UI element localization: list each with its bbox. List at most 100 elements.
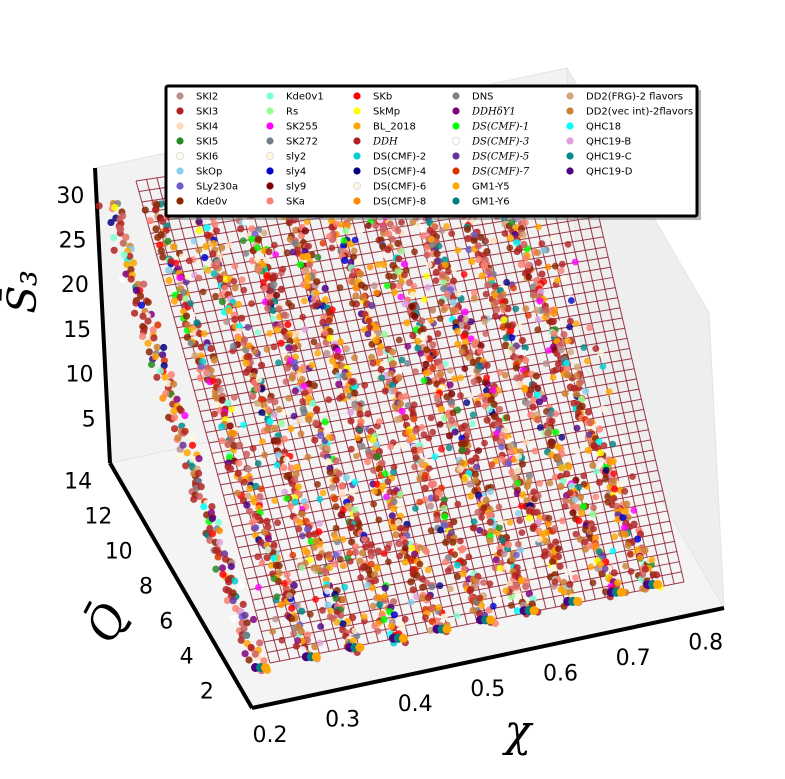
data-point (389, 261, 397, 269)
data-point (568, 297, 575, 304)
data-point (411, 248, 418, 256)
data-point (277, 339, 285, 347)
data-point (301, 389, 309, 397)
data-point (499, 536, 506, 544)
data-point (351, 389, 359, 397)
data-point (398, 247, 406, 255)
data-point (436, 315, 444, 322)
data-point (269, 306, 277, 314)
data-point (174, 434, 182, 442)
data-point (272, 251, 280, 258)
data-point (195, 455, 203, 463)
data-point (249, 392, 257, 400)
data-point (361, 381, 369, 389)
data-point (529, 595, 537, 603)
data-point (462, 338, 470, 346)
data-point (604, 493, 611, 500)
data-point (374, 261, 382, 268)
data-point (138, 332, 147, 340)
data-point (528, 600, 536, 608)
data-point (329, 357, 337, 365)
data-point (244, 323, 252, 331)
data-point (448, 230, 456, 238)
data-point (496, 369, 504, 376)
data-point (619, 514, 627, 522)
data-point (556, 320, 564, 328)
data-point (339, 620, 347, 628)
data-point (309, 399, 317, 407)
data-point (323, 349, 331, 358)
data-point (561, 502, 569, 510)
data-point (641, 546, 649, 555)
data-point (563, 360, 570, 367)
data-point (561, 389, 569, 398)
data-point (442, 538, 450, 547)
data-point (381, 470, 389, 478)
data-point (351, 478, 359, 486)
data-point (390, 611, 398, 619)
data-point (505, 460, 512, 468)
data-point (173, 395, 181, 403)
data-point (584, 446, 592, 454)
data-point (371, 622, 378, 630)
data-point (454, 327, 461, 335)
data-point (170, 297, 179, 305)
data-point (566, 288, 573, 296)
data-point (303, 636, 311, 644)
data-point (437, 363, 444, 371)
data-point (552, 428, 560, 436)
data-point (222, 586, 230, 594)
data-point (433, 380, 441, 388)
data-point (271, 497, 279, 504)
data-point (492, 299, 500, 306)
data-point (567, 317, 574, 325)
data-point (254, 513, 262, 521)
data-point (356, 410, 364, 418)
data-point (396, 367, 404, 375)
data-point (308, 361, 316, 369)
data-point (203, 231, 211, 239)
legend-marker (352, 181, 362, 191)
surface-gridline (240, 479, 661, 559)
data-point (218, 244, 226, 252)
data-point (630, 520, 638, 528)
data-point (321, 284, 329, 292)
data-point (560, 330, 568, 339)
data-point (441, 558, 449, 566)
data-point (595, 425, 604, 433)
data-point (271, 241, 278, 249)
data-point (313, 289, 320, 297)
data-point (374, 453, 382, 461)
data-point (347, 445, 355, 453)
data-point (221, 284, 229, 292)
data-point (305, 416, 313, 424)
data-point (469, 411, 477, 419)
legend-label: DD2(FRG)-2 flavors (586, 92, 683, 103)
data-point (577, 378, 585, 386)
data-point (321, 329, 329, 337)
data-point (371, 571, 379, 579)
data-point (234, 300, 242, 309)
data-point (178, 253, 186, 261)
data-point (321, 296, 329, 304)
data-point (267, 561, 275, 569)
legend-marker (265, 151, 275, 161)
data-point (551, 525, 559, 532)
data-point (379, 482, 387, 490)
legend-label: GM1-Y6 (472, 197, 510, 208)
data-point (117, 225, 125, 233)
y-axis-label: Q̄ (74, 594, 138, 651)
data-point (489, 602, 497, 610)
data-point (515, 453, 522, 460)
data-point (323, 444, 331, 452)
data-point (342, 227, 350, 235)
data-point (568, 482, 575, 490)
data-point (542, 306, 550, 314)
data-point (634, 546, 642, 554)
data-point (388, 235, 396, 243)
data-point (282, 378, 290, 385)
data-point (387, 622, 396, 630)
data-point (349, 379, 357, 386)
data-point (372, 336, 380, 344)
data-point (622, 562, 629, 570)
